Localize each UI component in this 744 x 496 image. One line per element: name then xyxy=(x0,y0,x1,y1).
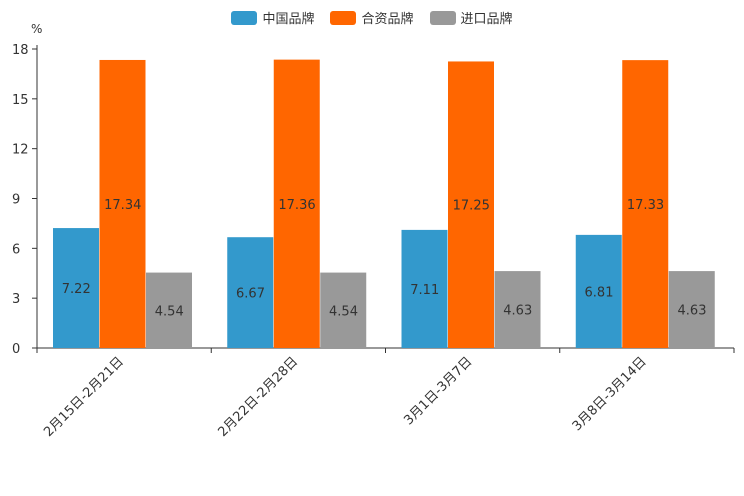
legend-label-jv: 合资品牌 xyxy=(361,12,414,27)
bar-value-label: 6.67 xyxy=(236,287,265,302)
y-tick-label: 0 xyxy=(12,342,20,357)
bar[interactable] xyxy=(401,229,448,348)
bar[interactable] xyxy=(494,271,541,348)
bar-value-label: 17.25 xyxy=(453,199,490,214)
legend-swatch-china xyxy=(231,10,258,25)
bar[interactable] xyxy=(53,228,99,348)
legend-item-import[interactable]: 进口品牌 xyxy=(429,8,513,27)
legend-swatch-jv xyxy=(330,10,357,25)
x-tick-label: 2月15日-2月21日 xyxy=(41,354,127,440)
bar-value-label: 7.22 xyxy=(62,282,91,297)
legend: 中国品牌 合资品牌 进口品牌 xyxy=(0,8,744,27)
y-tick-label: 6 xyxy=(12,242,20,257)
legend-label-china: 中国品牌 xyxy=(262,12,315,27)
bar[interactable] xyxy=(320,272,367,348)
bar[interactable] xyxy=(575,234,622,348)
bar-value-label: 17.36 xyxy=(278,198,315,213)
x-tick-label: 3月8日-3月14日 xyxy=(570,354,650,434)
bar-value-label: 4.63 xyxy=(503,304,532,319)
y-axis-unit-label: % xyxy=(31,22,42,36)
data-labels: 7.22 17.34 4.54 6.67 17.36 4.54 7.11 17.25 4.63 6… xyxy=(62,198,707,319)
y-tick-label: 12 xyxy=(12,143,29,158)
legend-item-china[interactable]: 中国品牌 xyxy=(231,8,314,27)
bar-value-label: 7.11 xyxy=(410,283,439,298)
legend-label-import: 进口品牌 xyxy=(460,12,513,27)
y-tick-label: 3 xyxy=(12,292,20,307)
bar[interactable] xyxy=(227,237,274,348)
y-tick-label: 18 xyxy=(12,43,29,58)
x-tick-label: 2月22日-2月28日 xyxy=(215,354,301,440)
y-tick-label: 15 xyxy=(12,93,29,108)
legend-swatch-import xyxy=(429,10,456,25)
y-tick-label: 9 xyxy=(12,193,20,208)
bar-value-label: 17.34 xyxy=(104,198,141,213)
x-tick-label: 3月1日-3月7日 xyxy=(401,354,475,428)
bar-value-label: 6.81 xyxy=(585,285,614,300)
bars xyxy=(53,59,715,349)
legend-item-jv[interactable]: 合资品牌 xyxy=(330,8,414,27)
bar-value-label: 4.54 xyxy=(329,304,358,319)
bar[interactable] xyxy=(668,271,715,348)
bar[interactable] xyxy=(273,59,320,349)
bar[interactable] xyxy=(146,272,192,348)
bar[interactable] xyxy=(622,60,669,348)
bar[interactable] xyxy=(99,59,146,349)
bar[interactable] xyxy=(448,61,494,348)
bar-value-label: 4.54 xyxy=(155,304,184,319)
bar-value-label: 17.33 xyxy=(627,198,664,213)
bar-value-label: 4.63 xyxy=(678,304,707,319)
